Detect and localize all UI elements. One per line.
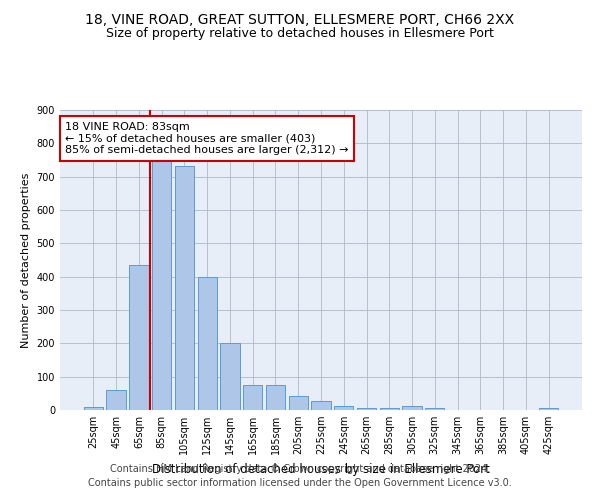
X-axis label: Distribution of detached houses by size in Ellesmere Port: Distribution of detached houses by size …	[152, 462, 490, 475]
Bar	[152, 160, 172, 410]
Bar	[311, 401, 331, 410]
Bar	[106, 390, 126, 410]
Bar	[425, 408, 445, 410]
Bar	[334, 406, 353, 410]
Bar	[403, 406, 422, 410]
Bar	[380, 408, 399, 410]
Bar	[220, 344, 239, 410]
Bar	[175, 166, 194, 410]
Text: Contains HM Land Registry data © Crown copyright and database right 2024.
Contai: Contains HM Land Registry data © Crown c…	[88, 464, 512, 487]
Bar	[84, 406, 103, 410]
Y-axis label: Number of detached properties: Number of detached properties	[21, 172, 31, 348]
Text: 18, VINE ROAD, GREAT SUTTON, ELLESMERE PORT, CH66 2XX: 18, VINE ROAD, GREAT SUTTON, ELLESMERE P…	[85, 12, 515, 26]
Bar	[129, 265, 149, 410]
Bar	[357, 408, 376, 410]
Bar	[539, 408, 558, 410]
Bar	[266, 385, 285, 410]
Bar	[243, 385, 262, 410]
Bar	[197, 276, 217, 410]
Text: Size of property relative to detached houses in Ellesmere Port: Size of property relative to detached ho…	[106, 28, 494, 40]
Text: 18 VINE ROAD: 83sqm
← 15% of detached houses are smaller (403)
85% of semi-detac: 18 VINE ROAD: 83sqm ← 15% of detached ho…	[65, 122, 349, 155]
Bar	[289, 396, 308, 410]
